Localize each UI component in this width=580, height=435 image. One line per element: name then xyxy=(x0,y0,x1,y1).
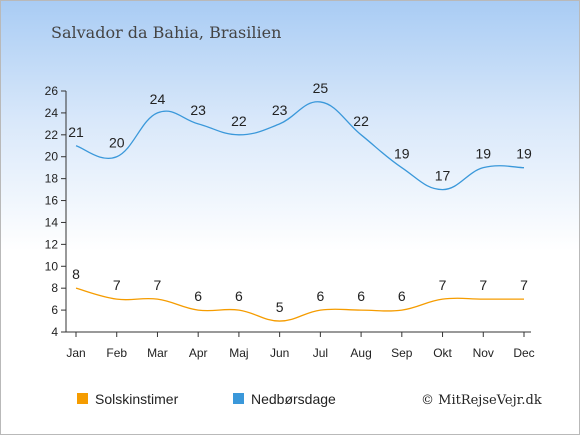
x-tick-label: Jun xyxy=(270,346,289,360)
y-tick-label: 22 xyxy=(45,128,59,142)
data-label-solskinstimer: 6 xyxy=(194,288,202,304)
data-label-solskinstimer: 5 xyxy=(276,299,284,315)
series-line-nedborsdage xyxy=(75,101,525,191)
series-layer: 8 7 7 6 6 5 6 6 6 7 7 7 21 20 24 23 22 23 25 22 19 17 19 19 xyxy=(68,80,532,322)
data-label-nedborsdage: 19 xyxy=(475,146,491,162)
y-tick-label: 20 xyxy=(45,150,59,164)
x-tick-label: Aug xyxy=(350,346,371,360)
data-label-nedborsdage: 19 xyxy=(394,146,410,162)
chart-title: Salvador da Bahia, Brasilien xyxy=(51,23,281,42)
data-label-nedborsdage: 23 xyxy=(190,102,206,118)
data-label-nedborsdage: 20 xyxy=(109,135,125,151)
x-tick-label: Feb xyxy=(106,346,127,360)
x-tick-label: Sep xyxy=(391,346,413,360)
y-tick-label: 24 xyxy=(45,106,59,120)
y-ticks: 4 6 8 10 12 14 16 18 20 22 24 26 xyxy=(45,84,66,339)
data-label-solskinstimer: 6 xyxy=(357,288,365,304)
data-label-nedborsdage: 19 xyxy=(516,146,532,162)
data-label-solskinstimer: 6 xyxy=(316,288,324,304)
legend: Solskinstimer Nedbørsdage xyxy=(77,391,336,407)
x-tick-label: Maj xyxy=(229,346,248,360)
legend-label-solskinstimer: Solskinstimer xyxy=(95,391,179,407)
y-tick-label: 4 xyxy=(51,325,58,339)
data-label-solskinstimer: 7 xyxy=(154,277,162,293)
data-label-solskinstimer: 7 xyxy=(113,277,121,293)
legend-swatch-solskinstimer xyxy=(77,393,88,404)
y-tick-label: 12 xyxy=(45,237,59,251)
axes xyxy=(65,91,531,333)
x-tick-label: Dec xyxy=(513,346,534,360)
data-label-solskinstimer: 7 xyxy=(479,277,487,293)
x-tick-label: Apr xyxy=(189,346,208,360)
data-label-solskinstimer: 6 xyxy=(235,288,243,304)
data-label-nedborsdage: 22 xyxy=(231,113,247,129)
data-label-nedborsdage: 25 xyxy=(313,80,329,96)
y-tick-label: 16 xyxy=(45,194,59,208)
y-tick-label: 26 xyxy=(45,84,59,98)
data-label-nedborsdage: 24 xyxy=(150,91,166,107)
data-label-nedborsdage: 22 xyxy=(353,113,369,129)
x-tick-label: Mar xyxy=(147,346,168,360)
legend-label-nedborsdage: Nedbørsdage xyxy=(251,391,336,407)
legend-swatch-nedborsdage xyxy=(233,393,244,404)
y-tick-label: 10 xyxy=(45,259,59,273)
data-label-nedborsdage: 21 xyxy=(68,124,84,140)
x-ticks: Jan Feb Mar Apr Maj Jun Jul Aug Sep Okt Nov Dec xyxy=(66,332,535,360)
data-label-nedborsdage: 23 xyxy=(272,102,288,118)
y-tick-label: 14 xyxy=(45,215,59,229)
x-tick-label: Okt xyxy=(433,346,452,360)
x-tick-label: Jul xyxy=(313,346,328,360)
y-tick-label: 6 xyxy=(51,303,58,317)
credit-text: © MitRejseVejr.dk xyxy=(421,393,542,408)
data-label-solskinstimer: 6 xyxy=(398,288,406,304)
data-label-solskinstimer: 7 xyxy=(520,277,528,293)
data-label-solskinstimer: 8 xyxy=(72,266,80,282)
data-label-solskinstimer: 7 xyxy=(439,277,447,293)
data-label-nedborsdage: 17 xyxy=(435,168,451,184)
series-line-solskinstimer xyxy=(75,287,524,322)
x-tick-label: Jan xyxy=(66,346,85,360)
x-tick-label: Nov xyxy=(473,346,494,360)
y-tick-label: 8 xyxy=(51,281,58,295)
y-tick-label: 18 xyxy=(45,172,59,186)
